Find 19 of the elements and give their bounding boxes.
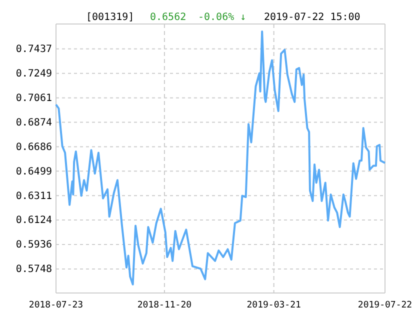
chart-title: [001319] xyxy=(86,12,134,23)
line-series xyxy=(55,30,386,286)
x-tick-label: 2019-03-21 xyxy=(246,300,301,310)
y-tick-label: 0.6124 xyxy=(16,215,52,226)
y-tick-label: 0.5748 xyxy=(16,264,52,276)
text: -0.06% ↓ xyxy=(198,12,246,23)
y-tick-label: 0.7061 xyxy=(16,93,52,104)
y-tick-label: 0.6686 xyxy=(16,142,52,153)
x-tick-label: 2018-07-23 xyxy=(28,300,84,310)
y-tick-label: 0.6874 xyxy=(16,117,52,128)
y-tick-label: 0.5936 xyxy=(16,240,52,251)
text: 0.6562 xyxy=(150,12,186,23)
y-tick-label: 0.7249 xyxy=(16,68,52,80)
x-tick-label: 2018-11-20 xyxy=(137,300,192,310)
text: 2019-07-22 15:00 xyxy=(264,12,360,23)
y-tick-label: 0.6311 xyxy=(16,190,52,202)
x-tick-label: 2019-07-22 xyxy=(358,300,412,310)
y-tick-label: 0.6499 xyxy=(16,166,52,178)
y-tick-label: 0.7437 xyxy=(16,44,52,56)
